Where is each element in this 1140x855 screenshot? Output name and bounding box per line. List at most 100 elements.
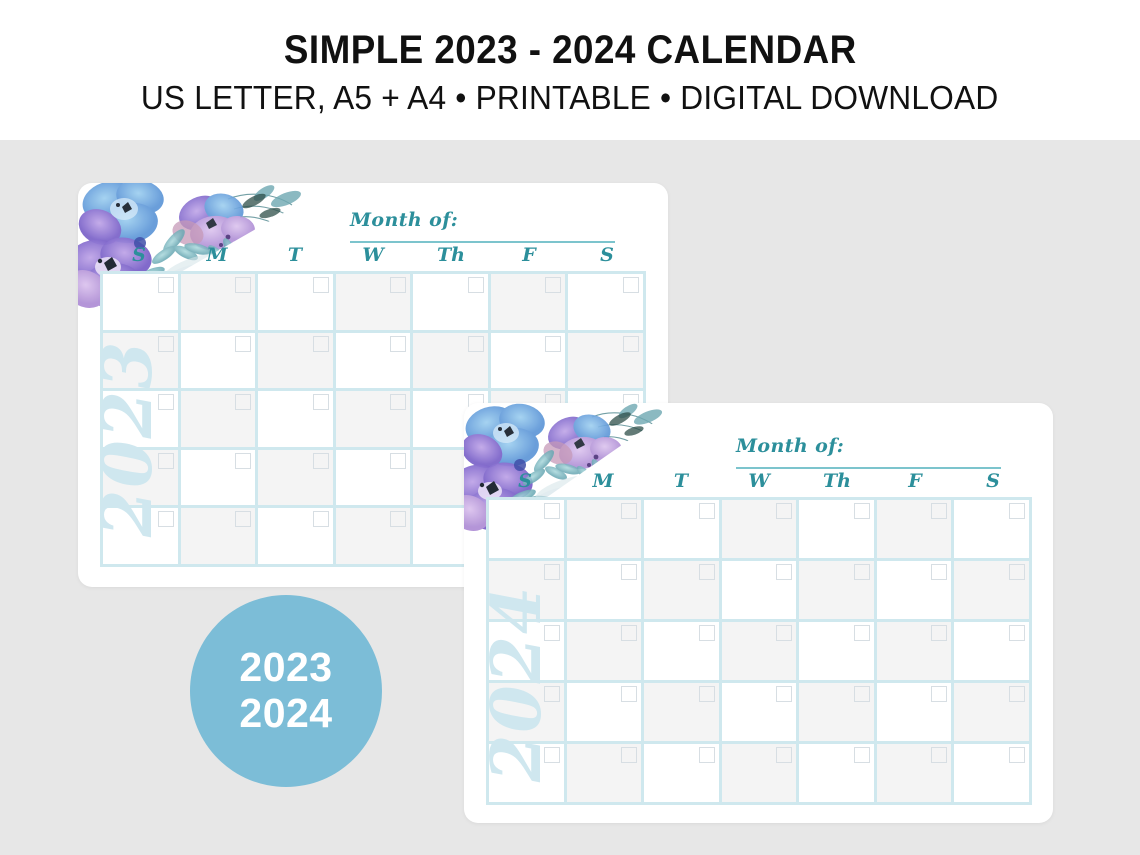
day-number-box[interactable] [235,452,252,469]
day-number-box[interactable] [543,564,560,580]
calendar-day-cell[interactable] [180,391,256,447]
calendar-day-cell[interactable] [490,332,566,389]
calendar-day-cell[interactable] [799,561,874,619]
calendar-day-cell[interactable] [180,449,256,506]
calendar-day-cell[interactable] [799,744,874,802]
calendar-day-cell[interactable] [335,449,411,506]
calendar-day-cell[interactable] [566,744,642,802]
month-of-write-line-2023[interactable] [350,241,615,243]
calendar-day-cell[interactable] [489,561,564,619]
calendar-day-cell[interactable] [335,508,411,564]
day-number-box[interactable] [776,625,793,641]
day-number-box[interactable] [1008,625,1025,641]
calendar-day-cell[interactable] [954,622,1029,680]
day-number-box[interactable] [543,747,560,763]
day-number-box[interactable] [776,564,793,580]
calendar-day-cell[interactable] [335,332,411,389]
day-number-box[interactable] [1008,564,1025,580]
calendar-day-cell[interactable] [258,391,333,447]
day-number-box[interactable] [157,394,174,411]
calendar-card-2024[interactable]: Month of: S M T W Th F S 2024 [464,403,1053,823]
day-number-box[interactable] [621,625,638,641]
calendar-day-cell[interactable] [876,744,952,802]
calendar-day-cell[interactable] [180,274,256,330]
day-number-box[interactable] [621,747,638,763]
day-number-box[interactable] [1008,686,1025,702]
calendar-day-cell[interactable] [566,561,642,619]
calendar-day-cell[interactable] [799,622,874,680]
day-number-box[interactable] [390,394,407,411]
calendar-day-cell[interactable] [799,683,874,741]
day-number-box[interactable] [235,394,252,411]
calendar-day-cell[interactable] [644,744,719,802]
day-number-box[interactable] [467,335,484,352]
day-number-box[interactable] [157,452,174,469]
calendar-day-cell[interactable] [644,500,719,558]
day-number-box[interactable] [157,277,174,293]
day-number-box[interactable] [853,747,870,763]
calendar-day-cell[interactable] [103,274,178,330]
day-number-box[interactable] [853,503,870,519]
calendar-day-cell[interactable] [566,500,642,558]
day-number-box[interactable] [390,335,407,352]
day-number-box[interactable] [622,277,639,293]
day-number-box[interactable] [1008,503,1025,519]
day-number-box[interactable] [853,564,870,580]
calendar-day-cell[interactable] [644,561,719,619]
day-number-box[interactable] [235,511,252,528]
day-number-box[interactable] [853,686,870,702]
day-number-box[interactable] [235,335,252,352]
calendar-day-cell[interactable] [103,332,178,389]
day-number-box[interactable] [1008,747,1025,763]
day-number-box[interactable] [312,452,329,469]
day-number-box[interactable] [776,686,793,702]
calendar-day-cell[interactable] [644,622,719,680]
calendar-day-cell[interactable] [335,274,411,330]
day-number-box[interactable] [853,625,870,641]
day-number-box[interactable] [235,277,252,293]
day-number-box[interactable] [312,277,329,293]
day-number-box[interactable] [467,277,484,293]
day-number-box[interactable] [698,625,715,641]
day-number-box[interactable] [621,686,638,702]
calendar-day-cell[interactable] [335,391,411,447]
calendar-day-cell[interactable] [490,274,566,330]
day-number-box[interactable] [621,503,638,519]
calendar-day-cell[interactable] [721,561,797,619]
calendar-day-cell[interactable] [258,274,333,330]
calendar-day-cell[interactable] [258,508,333,564]
day-number-box[interactable] [698,564,715,580]
day-number-box[interactable] [545,335,562,352]
month-of-write-line-2024[interactable] [736,467,1001,469]
day-number-box[interactable] [543,686,560,702]
day-number-box[interactable] [545,277,562,293]
day-number-box[interactable] [931,625,948,641]
calendar-day-cell[interactable] [644,683,719,741]
calendar-day-cell[interactable] [103,449,178,506]
calendar-day-cell[interactable] [103,508,178,564]
calendar-day-cell[interactable] [489,744,564,802]
calendar-day-cell[interactable] [566,683,642,741]
calendar-day-cell[interactable] [954,561,1029,619]
calendar-day-cell[interactable] [103,391,178,447]
day-number-box[interactable] [312,511,329,528]
calendar-day-cell[interactable] [180,508,256,564]
calendar-day-cell[interactable] [721,622,797,680]
day-number-box[interactable] [931,564,948,580]
calendar-day-cell[interactable] [568,274,643,330]
calendar-day-cell[interactable] [258,449,333,506]
day-number-box[interactable] [698,747,715,763]
day-number-box[interactable] [157,335,174,352]
calendar-day-cell[interactable] [721,500,797,558]
day-number-box[interactable] [698,503,715,519]
calendar-grid-2024[interactable] [486,497,1032,805]
calendar-day-cell[interactable] [566,622,642,680]
calendar-day-cell[interactable] [489,500,564,558]
day-number-box[interactable] [622,335,639,352]
day-number-box[interactable] [157,511,174,528]
calendar-day-cell[interactable] [258,332,333,389]
day-number-box[interactable] [390,452,407,469]
calendar-day-cell[interactable] [489,622,564,680]
calendar-day-cell[interactable] [413,274,488,330]
day-number-box[interactable] [931,503,948,519]
